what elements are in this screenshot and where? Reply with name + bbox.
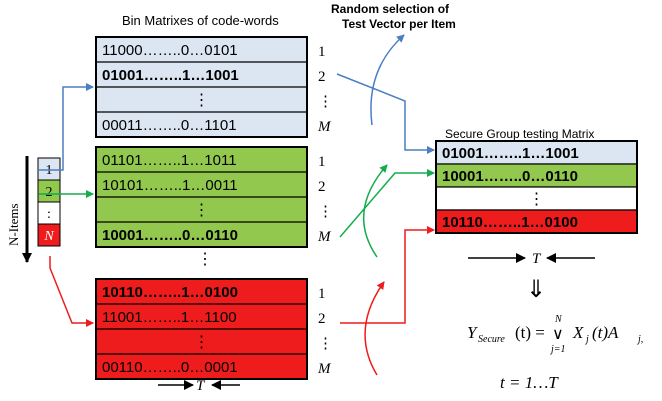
blue-random-selection-arrow (370, 34, 405, 126)
matrix-codeword: 00110……..0…0001 (102, 359, 238, 376)
blue-item-connector (39, 83, 94, 171)
matrix-row-label: 1 (318, 44, 326, 60)
formula-eq: (t) = (515, 323, 545, 342)
formula-range: t = 1…T (500, 373, 559, 392)
formula-a-sub: j, (636, 334, 643, 345)
matrix-codeword: ⋮ (194, 92, 210, 109)
formula-x: X (572, 323, 584, 342)
code-word-matrix: 10110……..1…0100 1 11001……..1…1100 2 ⋮ ⋮ 00110…… (95, 278, 333, 380)
green-random-selection-arrow (362, 164, 388, 258)
matrix-row-label: 1 (318, 286, 326, 302)
red-random-selection-arrow (364, 281, 385, 376)
item-list: 12:N (37, 157, 61, 247)
item-label: : (47, 207, 51, 222)
n-items-label: N-Items (6, 203, 21, 246)
matrix-row-label: ⋮ (318, 336, 333, 352)
matrix-row-label: M (317, 361, 332, 377)
red-item-connector (49, 256, 94, 327)
formula-op: ∨ (552, 326, 564, 343)
item-label: 2 (46, 185, 53, 200)
secure-group-header: Secure Group testing Matrix (445, 127, 594, 141)
matrix-codeword: 10001……..0…0110 (102, 227, 238, 244)
formula-y: Y (467, 323, 478, 342)
formula-y-sub: Secure (478, 334, 505, 345)
matrix-codeword: 11001……..1…1100 (102, 309, 237, 326)
matrix-codeword: 00011……..0…1101 (102, 117, 237, 134)
t-axis-secure: T (468, 251, 595, 267)
formula-x-sub: j (584, 334, 589, 345)
matrix-codeword: 10110……..1…0100 (102, 284, 238, 301)
matrix-codeword: 01001……..1…1001 (102, 67, 239, 84)
secure-codeword: 10001……..0…0110 (442, 168, 578, 185)
green-selection-connector (339, 169, 435, 238)
random-selection-header-line2: Test Vector per Item (342, 17, 456, 31)
matrix-row-label: 1 (318, 154, 326, 170)
code-word-matrix: 11000……..0…0101 1 01001……..1…1001 2 ⋮ ⋮ 00011…… (95, 36, 333, 138)
connector-arrows (39, 34, 435, 376)
t-label-secure: T (532, 251, 542, 267)
matrix-row-label: 2 (318, 179, 326, 195)
random-selection-header-line1: Random selection of (331, 2, 450, 16)
secure-codeword: ⋮ (529, 191, 545, 208)
secure-codeword: 01001……..1…1001 (442, 145, 579, 162)
secure-group-matrix: 01001……..1…1001 10001……..0…0110 ⋮ 10110……..… (435, 140, 638, 234)
matrix-codeword: 10101……..1…0011 (102, 177, 238, 194)
item-label: N (43, 229, 54, 244)
implies-arrow: ⇓ (526, 277, 546, 303)
matrix-row-label: M (317, 229, 332, 245)
blue-selection-connector (336, 73, 435, 154)
t-axis-bottom: T (158, 378, 240, 394)
t-label-bottom: T (196, 378, 206, 394)
code-word-matrix: 01101……..1…1011 1 10101……..1…0011 2 ⋮ ⋮ 10001…… (95, 146, 333, 248)
matrix-codeword: ⋮ (194, 202, 210, 219)
matrix-row-label: ⋮ (318, 204, 333, 220)
matrix-row-label: ⋮ (318, 94, 333, 110)
bin-matrixes-header: Bin Matrixes of code-words (122, 13, 279, 28)
code-word-matrices: 11000……..0…0101 1 01001……..1…1001 2 ⋮ ⋮ 00011…… (95, 36, 333, 380)
matrix-row-label: 2 (318, 69, 326, 85)
secure-codeword: 10110……..1…0100 (442, 214, 578, 231)
red-selection-connector (340, 226, 435, 324)
secure-matrix-frame (435, 140, 638, 234)
formula-op-top: N (554, 314, 563, 325)
secure-formula: Y Secure (t) = N ∨ j=1 X j (t)A j, t = 1… (467, 314, 643, 392)
matrix-codeword: ⋮ (194, 334, 210, 351)
matrix-row-label: 2 (318, 311, 326, 327)
item-cell (37, 223, 61, 247)
formula-op-bottom: j=1 (549, 344, 566, 355)
matrix-row-label: M (317, 119, 332, 135)
formula-t-a: (t)A (592, 323, 619, 342)
matrix-codeword: 01101……..1…1011 (102, 152, 237, 169)
matrix-codeword: 11000……..0…0101 (102, 42, 238, 59)
between-matrices-dots: ⋮ (197, 251, 213, 268)
